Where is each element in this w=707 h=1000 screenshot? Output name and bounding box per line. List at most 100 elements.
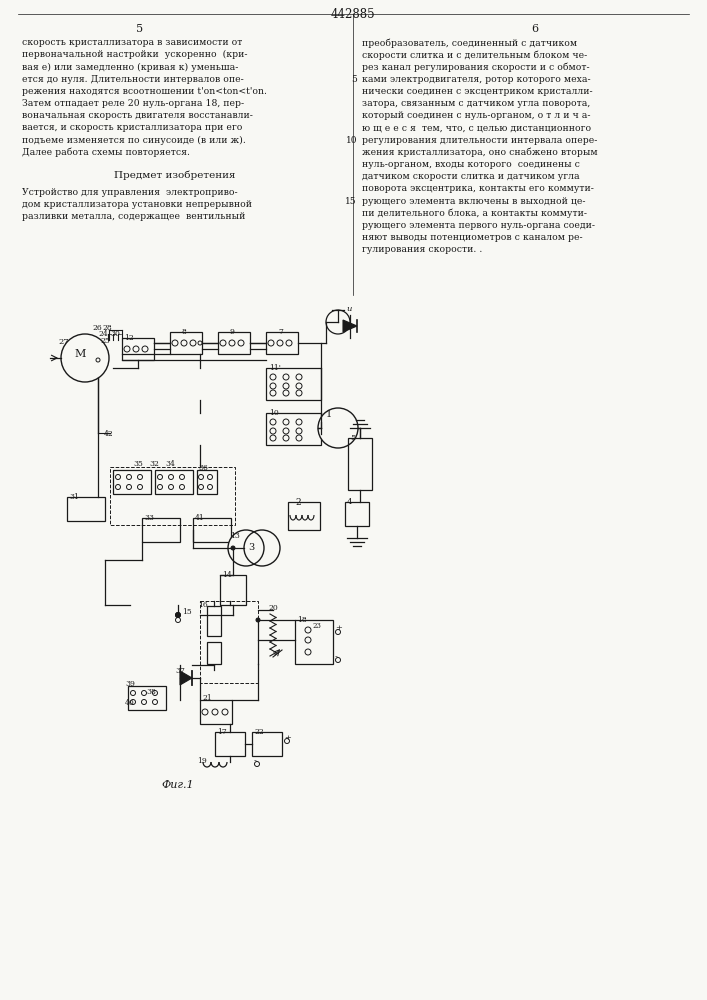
Text: 4: 4 xyxy=(347,498,353,506)
Text: который соединен с нуль-органом, о т л и ч а-: который соединен с нуль-органом, о т л и… xyxy=(362,111,590,120)
Text: 16: 16 xyxy=(198,601,208,609)
Circle shape xyxy=(231,546,235,550)
Bar xyxy=(266,332,298,354)
Text: 20: 20 xyxy=(268,604,278,612)
Bar xyxy=(266,368,321,400)
Bar xyxy=(207,642,221,664)
Text: рующего элемента включены в выходной це-: рующего элемента включены в выходной це- xyxy=(362,197,585,206)
Text: дом кристаллизатора установки непрерывной: дом кристаллизатора установки непрерывно… xyxy=(22,200,252,209)
Text: 2: 2 xyxy=(295,498,300,507)
Text: вая е) или замедленно (кривая к) уменьша-: вая е) или замедленно (кривая к) уменьша… xyxy=(22,62,238,72)
Text: 40: 40 xyxy=(125,699,135,707)
Bar xyxy=(252,732,282,756)
Bar xyxy=(128,686,166,710)
Text: пи делительного блока, а контакты коммути-: пи делительного блока, а контакты коммут… xyxy=(362,209,587,218)
Text: 5: 5 xyxy=(136,24,144,34)
Text: Далее работа схемы повторяется.: Далее работа схемы повторяется. xyxy=(22,148,190,157)
Text: 9: 9 xyxy=(230,328,235,336)
Text: 39: 39 xyxy=(125,680,135,688)
Text: Предмет изобретения: Предмет изобретения xyxy=(115,170,235,180)
Circle shape xyxy=(318,408,358,448)
Text: Устройство для управления  электроприво-: Устройство для управления электроприво- xyxy=(22,188,238,197)
Text: u: u xyxy=(346,305,351,313)
Text: ется до нуля. Длительности интервалов опе-: ется до нуля. Длительности интервалов оп… xyxy=(22,75,244,84)
Text: -: - xyxy=(254,757,257,765)
Text: 30: 30 xyxy=(110,330,120,338)
Text: подъеме изменяется по синусоиде (в или ж).: подъеме изменяется по синусоиде (в или ж… xyxy=(22,136,246,145)
Text: 36: 36 xyxy=(198,464,208,472)
Bar xyxy=(155,470,193,494)
Text: нически соединен с эксцентриком кристалли-: нически соединен с эксцентриком кристалл… xyxy=(362,87,592,96)
Text: 21: 21 xyxy=(202,694,212,702)
Text: 17: 17 xyxy=(217,728,227,736)
Bar xyxy=(197,470,217,494)
Text: 27: 27 xyxy=(58,338,69,346)
Text: 3: 3 xyxy=(248,543,255,552)
Text: 25: 25 xyxy=(100,337,110,345)
Bar xyxy=(193,518,231,542)
Text: режения находятся всоотношении t'on<ton<t'on.: режения находятся всоотношении t'on<ton<… xyxy=(22,87,267,96)
Text: 41: 41 xyxy=(195,514,205,522)
Text: преобразователь, соединенный с датчиком: преобразователь, соединенный с датчиком xyxy=(362,38,577,47)
Text: 1: 1 xyxy=(326,410,332,419)
Text: 37: 37 xyxy=(175,667,185,675)
Polygon shape xyxy=(343,320,357,332)
Text: няют выводы потенциометров с каналом ре-: няют выводы потенциометров с каналом ре- xyxy=(362,233,583,242)
Text: 12: 12 xyxy=(124,334,134,342)
Text: +: + xyxy=(284,734,291,742)
Bar xyxy=(295,620,333,664)
Text: первоначальной настройки  ускоренно  (кри-: первоначальной настройки ускоренно (кри- xyxy=(22,50,247,59)
Text: жения кристаллизатора, оно снабжено вторым: жения кристаллизатора, оно снабжено втор… xyxy=(362,148,597,157)
Bar xyxy=(218,332,250,354)
Text: нуль-органом, входы которого  соединены с: нуль-органом, входы которого соединены с xyxy=(362,160,580,169)
Bar xyxy=(200,601,258,683)
Text: 10: 10 xyxy=(269,409,279,417)
Text: 35: 35 xyxy=(133,460,143,468)
Bar xyxy=(345,502,369,526)
Circle shape xyxy=(96,358,100,362)
Text: 22: 22 xyxy=(254,728,264,736)
Text: 8: 8 xyxy=(182,328,187,336)
Text: 15: 15 xyxy=(182,608,192,616)
Text: 24: 24 xyxy=(98,330,107,338)
Text: 33: 33 xyxy=(144,514,154,522)
Text: 18: 18 xyxy=(297,616,307,624)
Polygon shape xyxy=(180,671,192,685)
Bar xyxy=(220,575,246,605)
Text: -: - xyxy=(335,653,338,661)
Text: 14: 14 xyxy=(222,571,232,579)
Text: 442885: 442885 xyxy=(331,8,375,21)
Circle shape xyxy=(228,530,264,566)
Circle shape xyxy=(326,310,350,334)
Text: ю щ е е с я  тем, что, с целью дистанционного: ю щ е е с я тем, что, с целью дистанцион… xyxy=(362,123,591,132)
Text: датчиком скорости слитка и датчиком угла: датчиком скорости слитка и датчиком угла xyxy=(362,172,580,181)
Bar xyxy=(122,338,154,360)
Text: рез канал регулирования скорости и с обмот-: рез канал регулирования скорости и с обм… xyxy=(362,62,590,72)
Text: 38: 38 xyxy=(146,688,156,696)
Bar xyxy=(110,467,235,525)
Text: 13: 13 xyxy=(230,532,240,540)
Text: 42: 42 xyxy=(104,430,114,438)
Bar xyxy=(288,502,320,530)
Text: поворота эксцентрика, контакты его коммути-: поворота эксцентрика, контакты его комму… xyxy=(362,184,594,193)
Text: 26: 26 xyxy=(92,324,102,332)
Bar xyxy=(348,438,372,490)
Text: 31: 31 xyxy=(69,493,79,501)
Text: 15: 15 xyxy=(346,197,357,206)
Text: 5: 5 xyxy=(350,434,356,442)
Text: регулирования длительности интервала опере-: регулирования длительности интервала опе… xyxy=(362,136,597,145)
Bar xyxy=(207,606,221,636)
Text: ками электродвигателя, ротор которого меха-: ками электродвигателя, ротор которого ме… xyxy=(362,75,590,84)
Text: 34: 34 xyxy=(165,460,175,468)
Text: гулирования скорости. .: гулирования скорости. . xyxy=(362,245,482,254)
Bar xyxy=(67,497,105,521)
Text: Фиг.1: Фиг.1 xyxy=(162,780,194,790)
Text: затора, связанным с датчиком угла поворота,: затора, связанным с датчиком угла поворо… xyxy=(362,99,590,108)
Text: 19: 19 xyxy=(197,757,206,765)
Bar xyxy=(215,732,245,756)
Bar xyxy=(200,700,232,724)
Bar xyxy=(113,470,151,494)
Text: 23: 23 xyxy=(313,622,322,630)
Circle shape xyxy=(61,334,109,382)
Circle shape xyxy=(175,612,180,617)
